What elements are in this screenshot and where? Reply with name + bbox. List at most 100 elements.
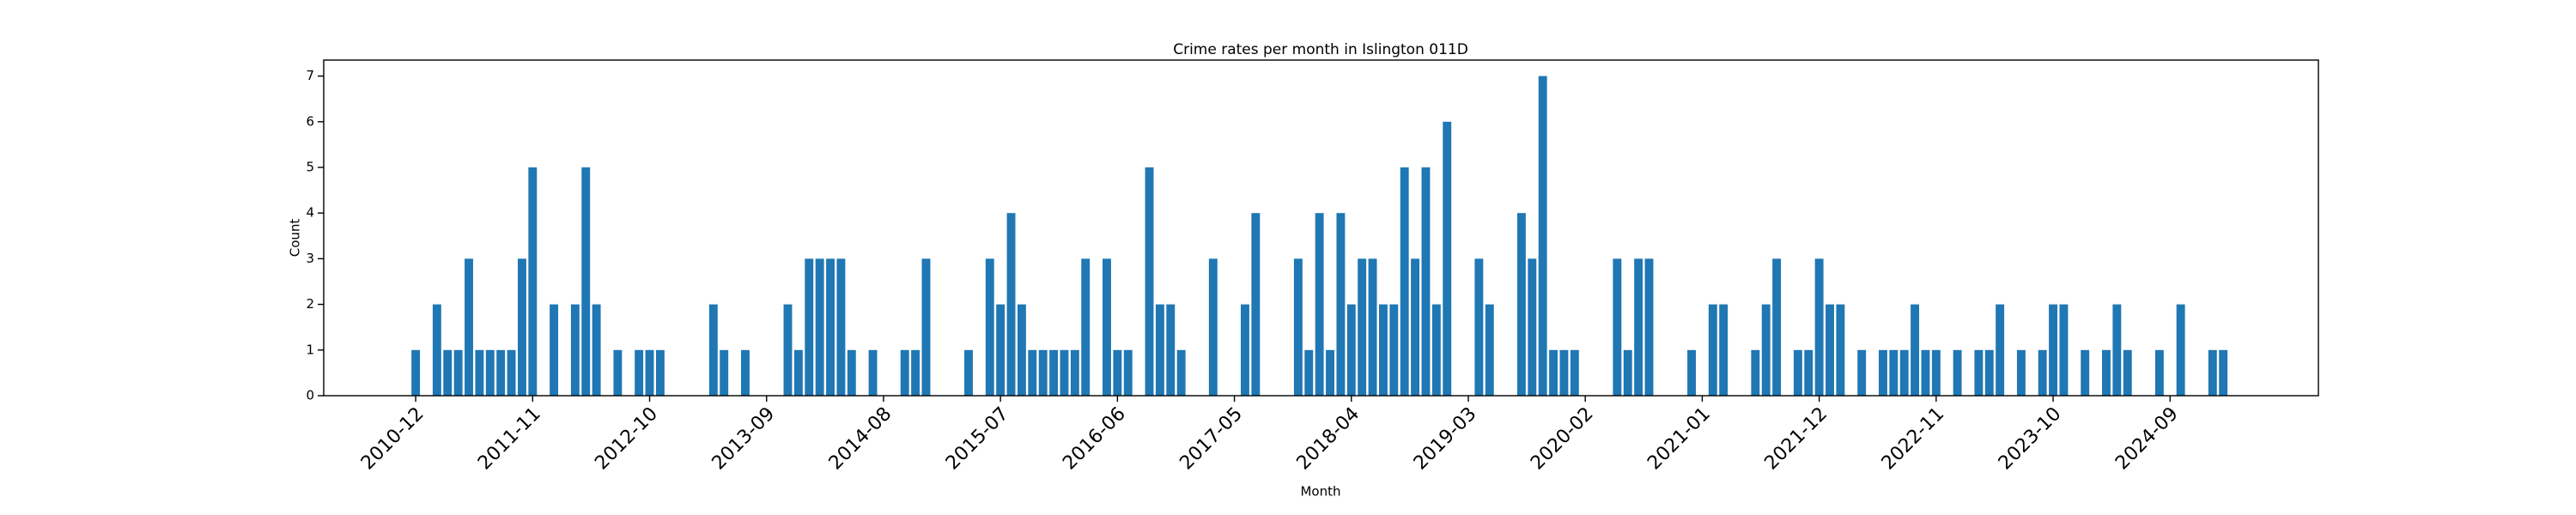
bar (921, 258, 931, 396)
bar (2208, 349, 2217, 396)
bar (1528, 258, 1537, 396)
bar (868, 349, 878, 396)
y-tick-label: 3 (306, 251, 314, 266)
bar (708, 304, 718, 396)
bar (1326, 349, 1334, 396)
bar (1559, 349, 1569, 396)
bar (805, 258, 814, 396)
bar (1368, 258, 1377, 396)
chart-title: Crime rates per month in Islington 011D (1173, 41, 1468, 58)
bar (2112, 304, 2122, 396)
bar (1931, 349, 1941, 396)
bar (1613, 258, 1622, 396)
bar (1516, 213, 1526, 396)
bar (2038, 349, 2047, 396)
bar (1145, 167, 1154, 396)
bar (1293, 258, 1303, 396)
bar (1358, 258, 1367, 396)
bar (1814, 258, 1824, 396)
bar (485, 349, 495, 396)
bar (1549, 349, 1558, 396)
bar (1687, 349, 1696, 396)
bar (1081, 258, 1091, 396)
bar (1485, 304, 1494, 396)
bar (1443, 121, 1452, 396)
bar (1751, 349, 1760, 396)
bar (793, 349, 803, 396)
x-tick-label: 2015-07 (942, 403, 1013, 475)
bar (1049, 349, 1059, 396)
y-axis-label: Count (288, 219, 303, 258)
bar (1984, 349, 1994, 396)
x-tick-label: 2010-12 (357, 403, 428, 475)
bar (1878, 349, 1887, 396)
bar (443, 349, 453, 396)
bar (836, 258, 846, 396)
bar (815, 258, 824, 396)
x-tick-label: 2016-06 (1059, 403, 1130, 475)
x-tick-label: 2019-03 (1410, 403, 1481, 475)
bar (1017, 304, 1026, 396)
bar (1996, 304, 2005, 396)
bar (1708, 304, 1717, 396)
bar (1113, 349, 1122, 396)
bar (1336, 213, 1346, 396)
bar (1570, 349, 1579, 396)
bar (2219, 349, 2228, 396)
bar (1634, 258, 1643, 396)
bar (2049, 304, 2058, 396)
bar (1644, 258, 1654, 396)
bar (2081, 349, 2090, 396)
bar (613, 349, 623, 396)
bar (1315, 213, 1324, 396)
plot-frame (323, 59, 2319, 397)
bar (741, 349, 750, 396)
bar (1719, 304, 1728, 396)
bar (1623, 349, 1632, 396)
bar (496, 349, 506, 396)
bar (1857, 349, 1867, 396)
bar (1921, 349, 1930, 396)
bar (720, 349, 729, 396)
y-tick-label: 5 (306, 160, 314, 175)
x-tick-label: 2022-11 (1878, 403, 1949, 475)
bar (964, 349, 973, 396)
bar (1836, 304, 1845, 396)
bar (1761, 304, 1771, 396)
y-tick-label: 1 (306, 342, 314, 357)
bar (2016, 349, 2026, 396)
bar (1006, 213, 1016, 396)
bar (465, 258, 473, 396)
bar (453, 349, 463, 396)
bar (1889, 349, 1899, 396)
bar (655, 349, 665, 396)
bar (1304, 349, 1314, 396)
bar (411, 349, 421, 396)
bar (1431, 304, 1441, 396)
bar (1241, 304, 1249, 396)
bar (1060, 349, 1069, 396)
bar (1474, 258, 1484, 396)
x-tick-label: 2023-10 (1995, 403, 2066, 475)
bar (1538, 76, 1547, 396)
x-tick-label: 2024-09 (2111, 403, 2183, 475)
bar (1208, 258, 1218, 396)
bar (432, 304, 441, 396)
x-tick-label: 2021-01 (1643, 403, 1715, 475)
bar (645, 349, 654, 396)
bar (1378, 304, 1388, 396)
x-tick-label: 2020-02 (1527, 403, 1598, 475)
bar (847, 349, 856, 396)
bar (826, 258, 835, 396)
bar (911, 349, 920, 396)
bar (1155, 304, 1164, 396)
bar (2059, 304, 2069, 396)
bar (1389, 304, 1399, 396)
bar (996, 304, 1005, 396)
bar (1953, 349, 1962, 396)
x-tick-label: 2021-12 (1760, 403, 1832, 475)
bar (2123, 349, 2132, 396)
bar (1411, 258, 1420, 396)
bar (783, 304, 793, 396)
bar (528, 167, 538, 396)
